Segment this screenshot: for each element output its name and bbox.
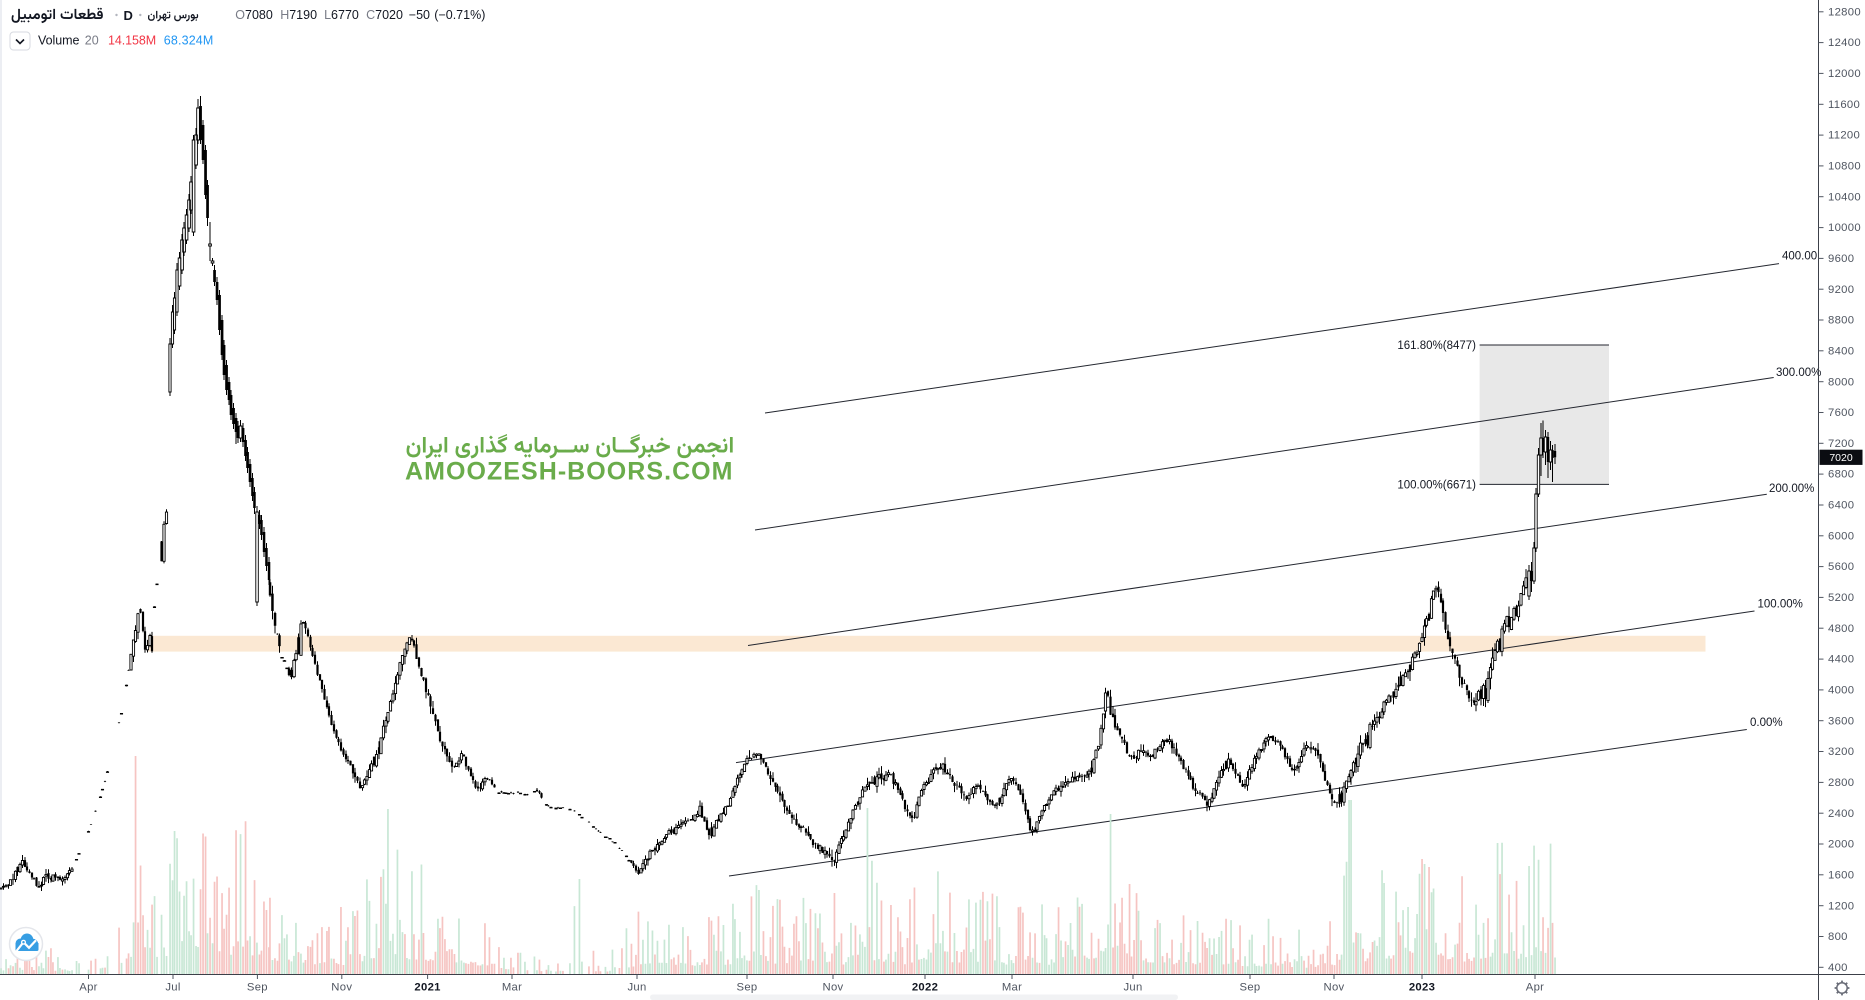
svg-text:5600: 5600 xyxy=(1828,561,1854,573)
svg-text:3600: 3600 xyxy=(1828,715,1854,727)
svg-text:2023: 2023 xyxy=(1409,982,1435,994)
svg-text:2800: 2800 xyxy=(1828,777,1854,789)
svg-text:2021: 2021 xyxy=(414,982,440,994)
svg-text:8800: 8800 xyxy=(1828,315,1854,327)
svg-text:Jul: Jul xyxy=(165,982,180,994)
svg-text:12800: 12800 xyxy=(1828,6,1861,18)
svg-text:100.00%(6671): 100.00%(6671) xyxy=(1397,479,1476,491)
svg-text:10000: 10000 xyxy=(1828,222,1861,234)
svg-text:200.00%: 200.00% xyxy=(1769,483,1814,495)
svg-text:12400: 12400 xyxy=(1828,37,1861,49)
svg-text:2000: 2000 xyxy=(1828,839,1854,851)
svg-text:5200: 5200 xyxy=(1828,592,1854,604)
svg-text:100.00%: 100.00% xyxy=(1758,599,1803,611)
svg-text:4000: 4000 xyxy=(1828,685,1854,697)
svg-text:7020: 7020 xyxy=(1829,452,1853,464)
svg-text:Jun: Jun xyxy=(1123,982,1142,994)
svg-text:8000: 8000 xyxy=(1828,376,1854,388)
svg-text:11200: 11200 xyxy=(1828,130,1860,142)
svg-text:Sep: Sep xyxy=(1239,982,1260,994)
svg-text:8400: 8400 xyxy=(1828,345,1854,357)
svg-text:Apr: Apr xyxy=(1526,982,1544,994)
svg-text:2022: 2022 xyxy=(912,982,938,994)
svg-text:H7190: H7190 xyxy=(280,8,317,22)
svg-text:7600: 7600 xyxy=(1828,407,1854,419)
svg-text:400: 400 xyxy=(1828,962,1848,974)
svg-text:4800: 4800 xyxy=(1828,623,1854,635)
svg-text:12000: 12000 xyxy=(1828,68,1861,80)
svg-text:Nov: Nov xyxy=(823,982,844,994)
svg-text:Jun: Jun xyxy=(627,982,646,994)
svg-text:68.324M: 68.324M xyxy=(164,34,214,48)
svg-text:7200: 7200 xyxy=(1828,438,1854,450)
svg-text:O7080: O7080 xyxy=(235,8,273,22)
svg-text:C7020: C7020 xyxy=(366,8,403,22)
svg-text:L6770: L6770 xyxy=(324,8,359,22)
svg-text:1600: 1600 xyxy=(1828,869,1854,881)
svg-text:6000: 6000 xyxy=(1828,530,1854,542)
svg-text:Nov: Nov xyxy=(1324,982,1345,994)
svg-text:20: 20 xyxy=(85,34,99,48)
svg-text:Mar: Mar xyxy=(1002,982,1022,994)
svg-text:10800: 10800 xyxy=(1828,161,1861,173)
svg-text:D: D xyxy=(124,8,133,23)
svg-text:−50: −50 xyxy=(409,8,430,22)
svg-text:6800: 6800 xyxy=(1828,469,1854,481)
svg-text:Sep: Sep xyxy=(736,982,757,994)
svg-text:(−0.71%): (−0.71%) xyxy=(434,8,485,22)
svg-text:3200: 3200 xyxy=(1828,746,1854,758)
svg-text:800: 800 xyxy=(1828,931,1848,943)
svg-text:4400: 4400 xyxy=(1828,654,1854,666)
svg-text:6400: 6400 xyxy=(1828,500,1854,512)
svg-text:10400: 10400 xyxy=(1828,191,1861,203)
svg-text:Volume: Volume xyxy=(38,34,80,48)
svg-text:2400: 2400 xyxy=(1828,808,1854,820)
svg-text:0.00%: 0.00% xyxy=(1750,717,1783,729)
svg-text:Mar: Mar xyxy=(502,982,522,994)
svg-text:14.158M: 14.158M xyxy=(108,34,156,48)
svg-text:1200: 1200 xyxy=(1828,900,1854,912)
svg-text:AMOOZESH-BOORS.COM: AMOOZESH-BOORS.COM xyxy=(405,458,733,486)
svg-text:400.00: 400.00 xyxy=(1782,251,1817,263)
svg-text:Sep: Sep xyxy=(247,982,268,994)
svg-text:300.00%: 300.00% xyxy=(1776,367,1821,379)
svg-text:9600: 9600 xyxy=(1828,253,1854,265)
svg-text:161.80%(8477): 161.80%(8477) xyxy=(1397,340,1476,352)
svg-text:Nov: Nov xyxy=(331,982,352,994)
svg-text:Apr: Apr xyxy=(79,982,97,994)
svg-text:9200: 9200 xyxy=(1828,284,1854,296)
svg-text:11600: 11600 xyxy=(1828,99,1860,111)
